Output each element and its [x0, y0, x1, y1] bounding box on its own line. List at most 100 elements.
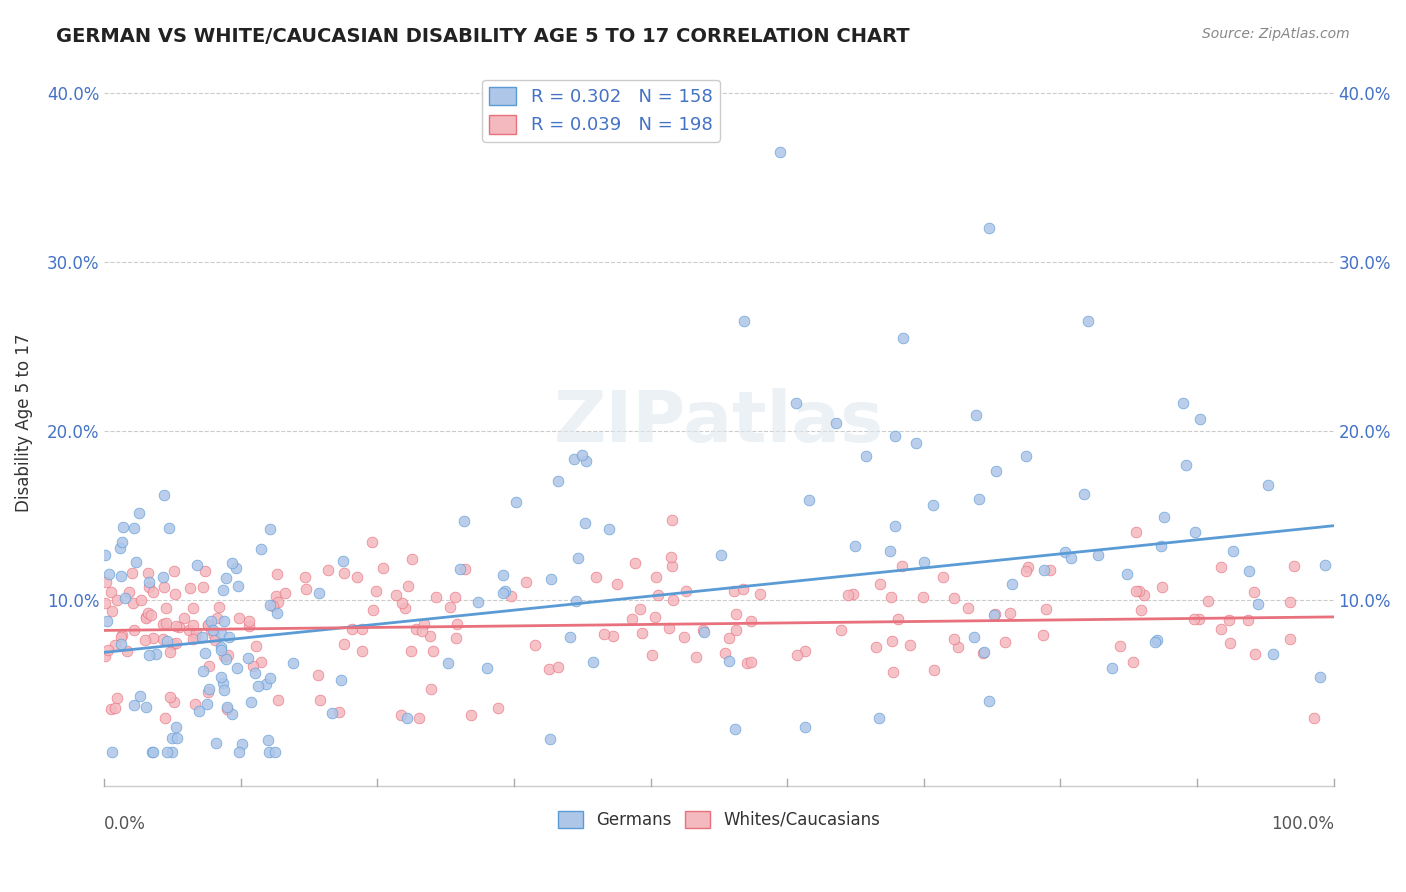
Germans [717, 654, 740, 668]
Whites/Caucasians [186, 626, 208, 640]
Germans [558, 630, 581, 644]
Germans [769, 145, 792, 160]
Whites/Caucasians [266, 567, 288, 582]
Germans [215, 652, 238, 666]
Germans [1053, 545, 1076, 559]
Y-axis label: Disability Age 5 to 17: Disability Age 5 to 17 [15, 334, 32, 512]
Whites/Caucasians [602, 629, 624, 643]
Whites/Caucasians [842, 587, 865, 601]
Germans [1059, 550, 1081, 565]
Whites/Caucasians [1302, 711, 1324, 725]
Whites/Caucasians [366, 583, 388, 598]
Whites/Caucasians [786, 648, 808, 662]
Germans [1015, 450, 1038, 464]
Germans [1237, 564, 1260, 578]
Whites/Caucasians [159, 690, 181, 704]
Whites/Caucasians [419, 629, 441, 643]
Whites/Caucasians [880, 590, 903, 604]
Whites/Caucasians [1035, 602, 1057, 616]
Germans [125, 555, 148, 569]
Germans [195, 697, 218, 711]
Whites/Caucasians [1282, 558, 1305, 573]
Germans [122, 521, 145, 535]
Whites/Caucasians [1152, 580, 1174, 594]
Germans [449, 561, 471, 575]
Whites/Caucasians [181, 601, 204, 615]
Germans [239, 695, 262, 709]
Whites/Caucasians [486, 701, 509, 715]
Whites/Caucasians [121, 566, 143, 581]
Germans [565, 594, 588, 608]
Whites/Caucasians [411, 624, 433, 639]
Germans [145, 648, 167, 662]
Germans [475, 661, 498, 675]
Whites/Caucasians [197, 685, 219, 699]
Text: ZIPatlas: ZIPatlas [554, 388, 884, 458]
Whites/Caucasians [593, 627, 616, 641]
Germans [1222, 544, 1244, 558]
Whites/Caucasians [328, 706, 350, 720]
Whites/Caucasians [1279, 595, 1302, 609]
Whites/Caucasians [1109, 639, 1132, 653]
Germans [205, 736, 228, 750]
Germans [693, 625, 716, 640]
Whites/Caucasians [942, 632, 965, 647]
Whites/Caucasians [537, 662, 560, 676]
Whites/Caucasians [735, 656, 758, 670]
Whites/Caucasians [661, 513, 683, 527]
Germans [218, 630, 240, 644]
Whites/Caucasians [139, 608, 162, 623]
Whites/Caucasians [346, 570, 368, 584]
Whites/Caucasians [1278, 632, 1301, 646]
Whites/Caucasians [332, 637, 354, 651]
Whites/Caucasians [136, 606, 159, 620]
Whites/Caucasians [360, 535, 382, 549]
Whites/Caucasians [179, 581, 201, 595]
Germans [883, 518, 905, 533]
Whites/Caucasians [135, 611, 157, 625]
Whites/Caucasians [725, 623, 748, 637]
Whites/Caucasians [167, 620, 190, 634]
Whites/Caucasians [740, 614, 762, 628]
Whites/Caucasians [1039, 563, 1062, 577]
Whites/Caucasians [1211, 622, 1233, 636]
Whites/Caucasians [105, 690, 128, 705]
Whites/Caucasians [673, 630, 696, 644]
Germans [1257, 478, 1279, 492]
Germans [187, 705, 209, 719]
Whites/Caucasians [100, 585, 122, 599]
Whites/Caucasians [692, 623, 714, 637]
Germans [575, 454, 598, 468]
Germans [986, 464, 1008, 478]
Whites/Caucasians [499, 590, 522, 604]
Whites/Caucasians [942, 591, 965, 605]
Germans [540, 573, 562, 587]
Germans [1146, 632, 1168, 647]
Germans [574, 516, 596, 531]
Whites/Caucasians [217, 648, 239, 663]
Whites/Caucasians [1015, 564, 1038, 578]
Germans [979, 694, 1001, 708]
Germans [308, 585, 330, 599]
Germans [157, 521, 180, 535]
Whites/Caucasians [197, 618, 219, 632]
Whites/Caucasians [621, 612, 644, 626]
Germans [221, 707, 243, 722]
Whites/Caucasians [238, 619, 260, 633]
Whites/Caucasians [408, 711, 430, 725]
Whites/Caucasians [142, 584, 165, 599]
Germans [152, 570, 174, 584]
Whites/Caucasians [454, 562, 477, 576]
Germans [562, 451, 585, 466]
Whites/Caucasians [1237, 613, 1260, 627]
Germans [1188, 412, 1211, 426]
Germans [110, 637, 132, 651]
Whites/Caucasians [1182, 612, 1205, 626]
Germans [1171, 396, 1194, 410]
Whites/Caucasians [266, 693, 288, 707]
Whites/Caucasians [399, 643, 422, 657]
Whites/Caucasians [1218, 613, 1240, 627]
Germans [799, 492, 821, 507]
Whites/Caucasians [585, 570, 607, 584]
Whites/Caucasians [162, 695, 184, 709]
